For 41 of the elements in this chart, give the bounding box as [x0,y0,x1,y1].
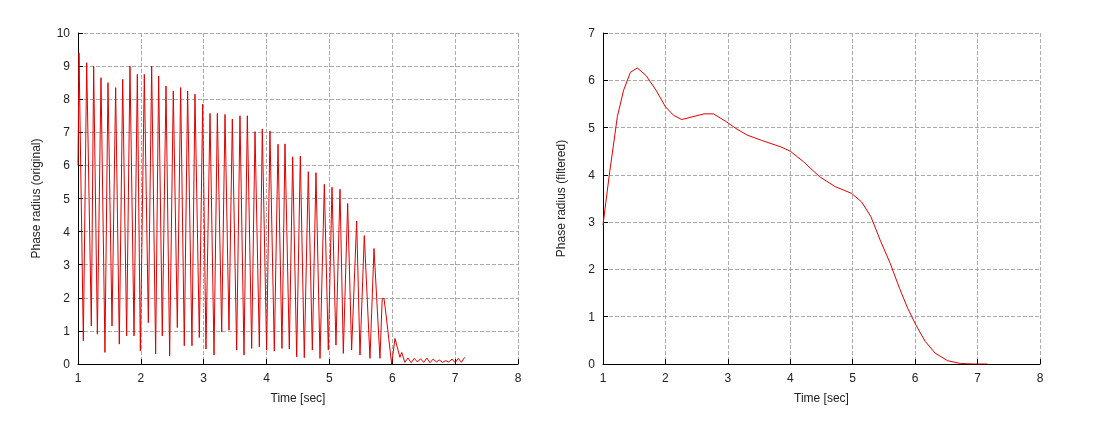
x-tick-label: 3 [724,371,732,385]
x-tick-label: 6 [388,371,396,385]
x-tick-label: 1 [599,371,607,385]
x-tick-label: 2 [662,371,670,385]
y-tick-label: 0 [63,357,71,371]
x-axis-title: Time [sec] [270,391,326,405]
y-tick-label: 5 [588,120,596,135]
y-tick-label: 9 [63,59,71,74]
y-tick-label: 3 [588,215,596,230]
x-tick-label: 3 [200,371,208,385]
x-tick-label: 4 [263,371,271,385]
x-tick-label: 1 [74,371,82,385]
y-axis-title: Phase radius (original) [29,138,43,259]
x-axis-title: Time [sec] [794,391,849,405]
y-tick-label: 1 [588,309,596,324]
y-tick-label: 0 [588,357,596,371]
x-tick-label: 7 [974,371,982,385]
y-tick-label: 5 [63,191,71,206]
x-tick-label: 4 [786,371,794,385]
y-tick-label: 1 [63,323,71,338]
x-tick-label: 5 [326,371,334,385]
y-tick-label: 6 [63,158,71,173]
y-axis-title: Phase radius (filtered) [554,139,568,258]
y-tick-label: 10 [56,26,71,40]
y-tick-label: 2 [63,290,71,305]
line-series [77,52,466,365]
y-tick-label: 7 [63,125,71,140]
x-tick-label: 6 [911,371,919,385]
line-series [602,67,989,365]
x-tick-label: 8 [1036,371,1044,385]
y-tick-label: 7 [588,26,596,40]
x-tick-label: 5 [849,371,857,385]
x-tick-label: 2 [137,371,145,385]
y-tick-label: 8 [63,92,71,107]
x-tick-label: 8 [514,371,522,385]
y-tick-label: 6 [588,73,596,88]
y-tick-label: 2 [588,262,596,277]
y-tick-label: 4 [588,167,596,182]
x-tick-label: 7 [451,371,459,385]
y-tick-label: 4 [63,224,71,239]
y-tick-label: 3 [63,257,71,272]
